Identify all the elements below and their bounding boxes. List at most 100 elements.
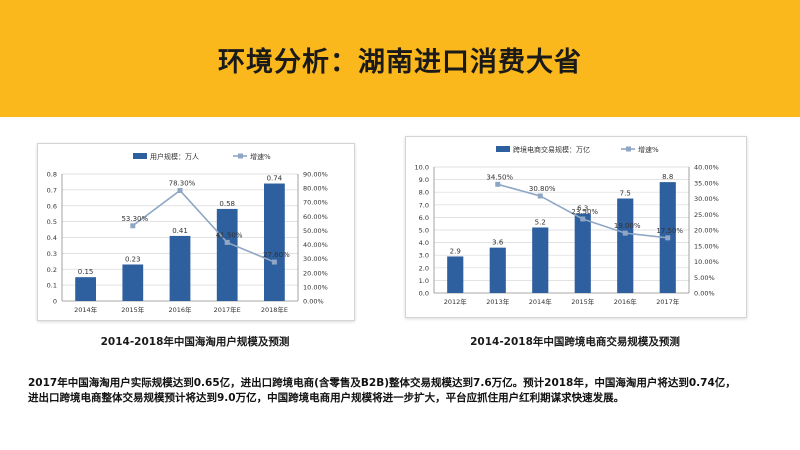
bar: [122, 264, 144, 301]
growth-point: [537, 193, 543, 199]
y-left-tick-label: 0.3: [47, 250, 57, 258]
chart-users: 0 0.1 0.2 0.3 0.4 0.5 0.6 0.7 0.8 0.00% 10.00% 20.0…: [47, 152, 328, 314]
bar-data-label: 0.41: [172, 227, 188, 235]
growth-point: [622, 230, 628, 236]
growth-data-label: 23.50%: [571, 208, 598, 216]
y-left-tick-label: 1.0: [419, 277, 429, 285]
bar-data-label: 7.5: [620, 190, 631, 198]
growth-data-label: 19.00%: [614, 222, 641, 230]
growth-point: [271, 259, 277, 265]
growth-point: [495, 181, 501, 187]
chart-caption-trade: 2014-2018年中国跨境电商交易规模及预测: [470, 336, 680, 348]
growth-point: [177, 188, 183, 194]
bar-data-label: 0.74: [267, 175, 283, 183]
growth-data-label: 30.80%: [529, 185, 556, 193]
growth-data-label: 78.30%: [169, 180, 196, 188]
chart-trade: 0.0 1.0 2.0 3.0 4.0 5.0 6.0 7.0 8.0 9.0 10.0 0.00% 5…: [415, 145, 719, 306]
y-right-tick-label: 80.00%: [303, 185, 328, 193]
y-left-tick-label: 5.0: [419, 227, 429, 235]
x-tick-label: 2014年: [529, 297, 553, 306]
y-left-tick-label: 0.2: [47, 266, 57, 274]
bar-data-label: 3.6: [492, 239, 504, 247]
bar-data-label: 6.3: [577, 205, 588, 213]
y-right-tick-label: 10.00%: [694, 258, 719, 266]
y-right-tick-label: 15.00%: [694, 242, 719, 250]
legend-label-bar: 用户规模：万人: [150, 152, 199, 161]
chart-panel-users: 0 0.1 0.2 0.3 0.4 0.5 0.6 0.7 0.8 0.00% 10.00% 20.0…: [37, 143, 355, 321]
page-title: 环境分析：湖南进口消费大省: [218, 47, 582, 78]
y-right-tick-label: 30.00%: [303, 255, 328, 263]
growth-point: [665, 235, 671, 241]
y-right-tick-label: 50.00%: [303, 227, 328, 235]
legend-label-line: 增速%: [638, 145, 659, 154]
bar: [169, 235, 191, 301]
legend-swatch-bar: [133, 153, 147, 159]
y-left-tick-label: 7.0: [419, 201, 429, 209]
y-right-tick-label: 0.00%: [694, 290, 715, 298]
y-right-tick-label: 40.00%: [303, 241, 328, 249]
y-right-tick-label: 60.00%: [303, 213, 328, 221]
x-tick-label: 2016年: [168, 305, 192, 314]
summary-text: 2017年中国海淘用户实际规模达到0.65亿，进出口跨境电商(含零售及B2B)整…: [28, 376, 778, 406]
y-left-tick-label: 6.0: [419, 214, 429, 222]
x-tick-label: 2013年: [486, 297, 510, 306]
bar-data-label: 0.23: [125, 255, 141, 263]
growth-data-label: 34.50%: [486, 173, 513, 181]
bar: [264, 183, 285, 301]
y-right-tick-label: 10.00%: [303, 283, 328, 291]
bar-data-label: 0.58: [219, 200, 235, 208]
growth-data-label: 17.50%: [656, 227, 683, 235]
bar-data-label: 0.15: [78, 268, 94, 276]
bar-data-label: 8.8: [662, 173, 673, 181]
y-left-tick-label: 4.0: [419, 239, 429, 247]
growth-point: [580, 216, 586, 222]
bar: [532, 227, 549, 293]
growth-data-label: 53.30%: [121, 215, 148, 223]
bar: [75, 277, 96, 301]
y-right-tick-label: 25.00%: [694, 211, 719, 219]
y-right-tick-label: 30.00%: [694, 195, 719, 203]
x-tick-label: 2018年E: [261, 305, 288, 314]
legend-swatch-marker: [626, 146, 631, 152]
bar: [216, 208, 238, 301]
y-right-tick-label: 90.00%: [303, 171, 328, 179]
y-left-tick-label: 0.6: [47, 202, 57, 210]
chart-caption-users: 2014-2018年中国海淘用户规模及预测: [100, 336, 290, 348]
summary-line-2: 进出口跨境电商整体交易规模预计将达到9.0万亿，中国跨境电商用户规模将进一步扩大…: [28, 392, 625, 404]
growth-data-label: 41.50%: [216, 231, 243, 239]
bar-data-label: 5.2: [535, 218, 546, 226]
y-right-tick-label: 20.00%: [303, 269, 328, 277]
bar: [447, 256, 464, 293]
y-left-tick-label: 0.0: [419, 290, 429, 298]
y-left-tick-label: 0.5: [47, 218, 57, 226]
x-tick-label: 2015年: [121, 305, 145, 314]
y-left-tick-label: 0.4: [47, 234, 57, 242]
y-right-tick-label: 5.00%: [694, 274, 715, 282]
header-banner: [0, 0, 800, 117]
y-left-tick-label: 9.0: [419, 176, 429, 184]
x-tick-label: 2014年: [74, 305, 98, 314]
bar-data-label: 2.9: [450, 247, 461, 255]
legend-swatch-bar: [496, 146, 510, 152]
bar: [574, 213, 591, 293]
y-left-tick-label: 8.0: [419, 189, 429, 197]
x-tick-label: 2015年: [571, 297, 595, 306]
legend-label-line: 增速%: [250, 152, 271, 161]
x-tick-label: 2017年: [656, 297, 680, 306]
growth-line: [132, 189, 275, 263]
y-left-tick-label: 2.0: [419, 264, 429, 272]
growth-data-label: 27.60%: [263, 251, 290, 259]
y-right-tick-label: 70.00%: [303, 199, 328, 207]
y-left-tick-label: 0.7: [47, 186, 57, 194]
y-left-tick-label: 3.0: [419, 252, 429, 260]
bar: [489, 247, 506, 293]
y-left-tick-label: 0.1: [47, 282, 57, 290]
legend-label-bar: 跨境电商交易规模：万亿: [513, 145, 590, 154]
x-tick-label: 2016年: [614, 297, 638, 306]
y-left-tick-label: 0: [53, 298, 57, 306]
x-tick-label: 2017年E: [214, 305, 241, 314]
x-tick-label: 2012年: [444, 297, 468, 306]
y-right-tick-label: 40.00%: [694, 164, 719, 172]
y-right-tick-label: 20.00%: [694, 227, 719, 235]
y-left-tick-label: 0.8: [47, 171, 57, 179]
